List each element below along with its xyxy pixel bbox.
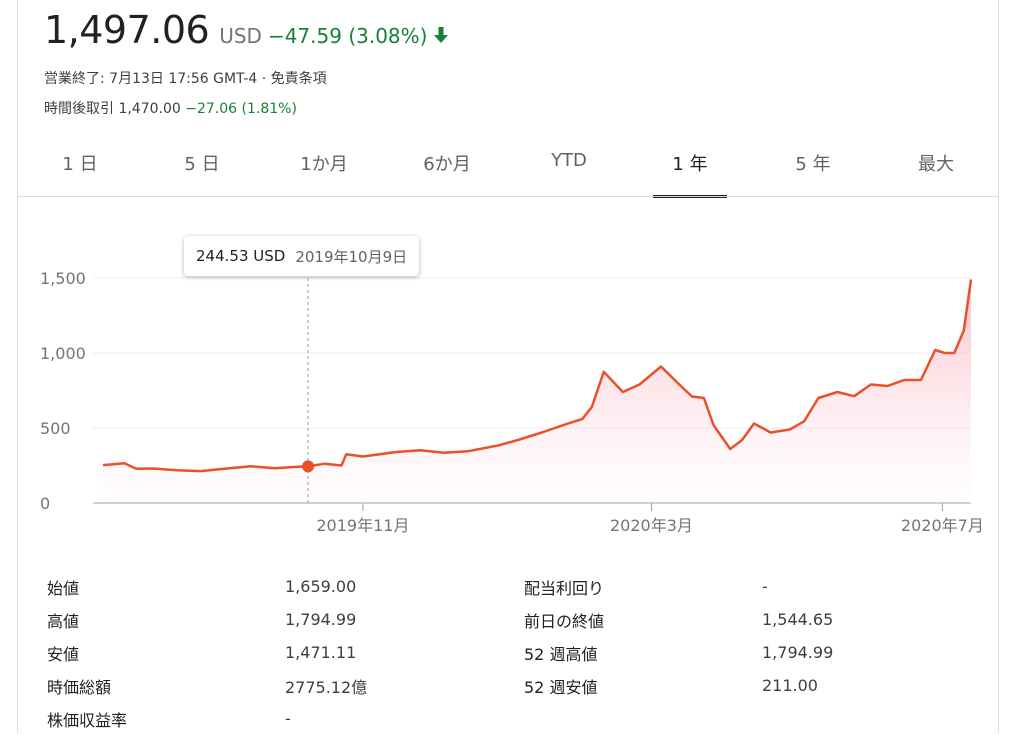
stat-row-52w-low: 52 週安値 211.00: [524, 669, 833, 702]
stat-value: 1,471.11: [285, 643, 357, 662]
arrow-down-icon: [433, 26, 449, 48]
stat-value: 2775.12億: [285, 677, 368, 697]
stat-label: 52 週高値: [524, 644, 598, 664]
y-tick-label: 500: [40, 419, 71, 438]
stat-value: 1,544.65: [762, 610, 834, 629]
tab-1m[interactable]: 1か月: [300, 154, 348, 175]
stat-row-high: 高値 1,794.99: [47, 603, 367, 636]
x-tick-label: 2020年7月: [901, 516, 984, 535]
x-tick-label: 2019年11月: [316, 516, 409, 535]
stat-row-open: 始値 1,659.00: [47, 570, 367, 603]
tab-1y[interactable]: 1 年: [653, 140, 727, 198]
stat-label: 始値: [47, 578, 80, 598]
range-tabs: 1 日 5 日 1か月 6か月 YTD 1 年 5 年 最大: [18, 140, 998, 198]
stats-left: 始値 1,659.00 高値 1,794.99 安値 1,471.11 時価総額 277…: [47, 570, 367, 735]
stat-value: -: [762, 577, 768, 596]
y-tick-label: 1,500: [40, 269, 86, 288]
current-price: 1,497.06: [44, 8, 210, 52]
stat-label: 高値: [47, 611, 80, 631]
stat-row-prev-close: 前日の終値 1,544.65: [524, 603, 833, 636]
stat-label: 52 週安値: [524, 677, 598, 697]
stat-label: 時価総額: [47, 677, 112, 697]
currency-label: USD: [219, 24, 262, 48]
stat-row-low: 安値 1,471.11: [47, 636, 367, 669]
price-header: 1,497.06 USD −47.59 (3.08%): [44, 8, 449, 60]
stat-value: 211.00: [762, 676, 818, 695]
x-tick-label: 2020年3月: [610, 516, 693, 535]
stat-value: 1,794.99: [762, 643, 834, 662]
stat-row-52w-high: 52 週高値 1,794.99: [524, 636, 833, 669]
stat-row-dividend: 配当利回り -: [524, 570, 833, 603]
tab-max[interactable]: 最大: [918, 154, 954, 175]
tabs-divider: [18, 196, 998, 197]
stat-row-pe: 株価収益率 -: [47, 702, 367, 735]
after-hours-label: 時間後取引: [44, 101, 114, 117]
after-hours-row: 時間後取引 1,470.00 −27.06 (1.81%): [44, 98, 297, 118]
after-hours-change: −27.06 (1.81%): [185, 101, 297, 117]
stat-label: 安値: [47, 644, 80, 664]
y-tick-label: 0: [40, 494, 50, 513]
market-status: 営業終了: 7月13日 17:56 GMT-4 · 免責条項: [44, 71, 327, 87]
price-line: [102, 279, 973, 473]
chart-tooltip: 244.53 USD 2019年10月9日: [184, 236, 420, 276]
stat-value: -: [285, 709, 291, 728]
stat-value: 1,794.99: [285, 610, 357, 629]
price-area: [103, 279, 971, 503]
quote-card: [17, 0, 999, 733]
stat-label: 株価収益率: [47, 710, 128, 730]
tab-ytd[interactable]: YTD: [551, 150, 587, 171]
stats-right: 配当利回り - 前日の終値 1,544.65 52 週高値 1,794.99 52 週…: [524, 570, 833, 702]
stat-value: 1,659.00: [285, 577, 357, 596]
tab-6m[interactable]: 6か月: [423, 154, 471, 175]
after-hours-price: 1,470.00: [118, 101, 181, 117]
tooltip-value: 244.53 USD: [196, 247, 286, 265]
tab-5d[interactable]: 5 日: [184, 154, 220, 175]
price-change: −47.59 (3.08%): [267, 24, 428, 48]
y-tick-label: 1,000: [40, 344, 86, 363]
tooltip-date: 2019年10月9日: [295, 247, 408, 266]
stat-label: 配当利回り: [524, 578, 605, 598]
tab-5y[interactable]: 5 年: [795, 154, 831, 175]
price-chart[interactable]: 0 500 1,000 1,500 2019年11月 2020年3月 2020年7月: [18, 200, 998, 550]
stat-row-market-cap: 時価総額 2775.12億: [47, 669, 367, 702]
hover-point: [302, 460, 315, 473]
stat-label: 前日の終値: [524, 611, 605, 631]
tab-1d[interactable]: 1 日: [62, 154, 98, 175]
